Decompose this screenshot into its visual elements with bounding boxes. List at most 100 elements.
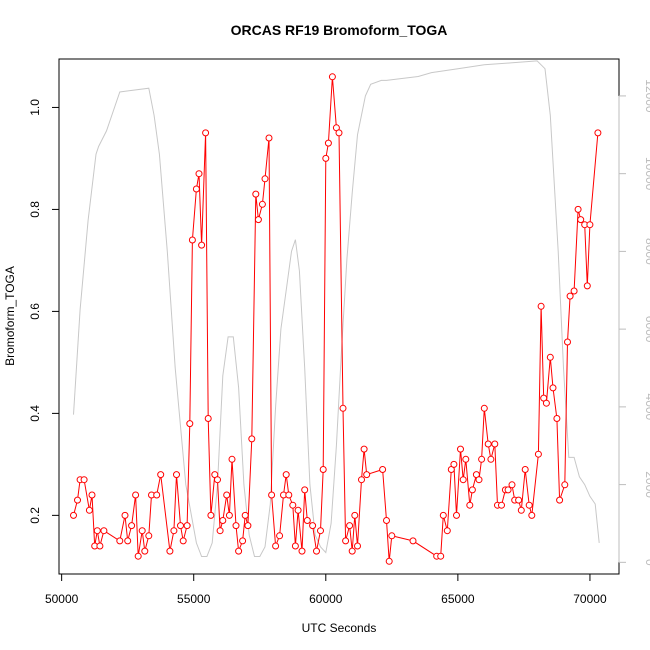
bromoform-point <box>383 517 390 524</box>
bromoform-point <box>521 466 529 473</box>
x-tick-label: 55000 <box>177 592 211 606</box>
bromoform-point <box>385 557 393 565</box>
bromoform-point <box>313 547 320 555</box>
bromoform-point <box>317 527 324 535</box>
y2-tick-label: 6000 <box>643 316 650 343</box>
bromoform-point <box>537 302 545 310</box>
x-tick-label: 70000 <box>573 592 607 606</box>
bromoform-point <box>478 455 486 463</box>
y-tick-label: 0.2 <box>28 507 42 524</box>
bromoform-point <box>487 455 495 463</box>
bromoform-point <box>546 353 554 361</box>
bromoform-point <box>232 522 240 530</box>
bromoform-point <box>291 542 299 550</box>
bromoform-point <box>192 185 200 193</box>
bromoform-point <box>186 420 194 428</box>
bromoform-point <box>294 506 302 514</box>
x-tick-label: 60000 <box>309 592 343 606</box>
bromoform-point <box>409 537 417 545</box>
bromoform-point <box>491 440 499 448</box>
bromoform-point <box>468 486 476 494</box>
bromoform-point <box>348 547 356 555</box>
bromoform-point <box>480 404 488 412</box>
bromoform-point <box>457 445 464 453</box>
bromoform-point <box>166 547 174 555</box>
x-tick-label: 65000 <box>441 592 475 606</box>
bromoform-point <box>216 527 224 535</box>
bromoform-point <box>214 476 221 484</box>
bromoform-point <box>145 532 153 540</box>
bromoform-point <box>351 511 359 519</box>
bromoform-point <box>475 476 483 484</box>
bromoform-point <box>202 129 210 137</box>
y-axis-label: Bromoform_TOGA <box>3 266 17 366</box>
x-axis-label: UTC Seconds <box>302 621 377 635</box>
bromoform-point <box>498 501 505 509</box>
bromoform-point <box>298 547 306 555</box>
bromoform-point <box>88 491 96 499</box>
bromoform-point <box>183 522 191 530</box>
bromoform-point <box>128 522 136 530</box>
bromoform-point <box>272 542 280 550</box>
y2-tick-label: 2000 <box>643 471 650 498</box>
bromoform-point <box>363 471 371 479</box>
bromoform-point <box>360 445 368 453</box>
bromoform-point <box>239 537 247 545</box>
x-tick-label: 50000 <box>45 592 79 606</box>
y-tick-label: 0.4 <box>28 405 42 422</box>
y2-tick-label: 10000 <box>643 157 650 191</box>
bromoform-point <box>542 399 550 407</box>
bromoform-point <box>74 496 81 504</box>
bromoform-point <box>204 415 212 422</box>
bromoform-point <box>354 542 361 550</box>
y-tick-label: 0.6 <box>28 303 42 320</box>
bromoform-point <box>188 236 196 244</box>
bromoform-point <box>564 338 571 346</box>
bromoform-point <box>244 522 252 530</box>
y2-tick-label: 8000 <box>643 238 650 265</box>
bromoform-point <box>70 511 77 519</box>
bromoform-point <box>466 501 474 509</box>
bromoform-point <box>225 511 233 519</box>
bromoform-point <box>93 527 101 535</box>
bromoform-point <box>228 455 236 463</box>
bromoform-point <box>324 139 332 147</box>
bromoform-point <box>261 175 269 183</box>
bromoform-point <box>207 511 215 519</box>
bromoform-point <box>132 491 140 499</box>
bromoform-point <box>484 440 492 448</box>
bromoform-point <box>577 216 585 224</box>
bromoform-point <box>121 511 129 519</box>
bromoform-point <box>80 476 88 484</box>
bromoform-point <box>258 200 266 208</box>
bromoform-point <box>549 384 557 392</box>
bromoform-point <box>594 129 602 137</box>
y2-tick-label: 0 <box>643 559 650 566</box>
bromoform-point <box>459 476 467 484</box>
bromoform-point <box>141 547 149 555</box>
bromoform-point <box>177 522 184 530</box>
bromoform-point <box>116 537 124 545</box>
bromoform-point <box>223 491 231 499</box>
bromoform-point <box>252 190 260 198</box>
bromoform-point <box>574 205 582 213</box>
bromoform-point <box>346 522 354 530</box>
bromoform-point <box>517 506 525 514</box>
bromoform-point <box>388 532 396 540</box>
bromoform-point <box>515 496 523 504</box>
bromoform-point <box>570 287 578 295</box>
bromoform-point <box>534 450 542 458</box>
bromoform-point <box>322 154 330 162</box>
bromoform-point <box>241 511 249 519</box>
chart-title: ORCAS RF19 Bromoform_TOGA <box>231 22 448 38</box>
right-axis: 0 2000 4000 6000 8000 10000 12000 <box>618 79 650 566</box>
bromoform-point <box>235 547 243 555</box>
bromoform-point <box>134 552 142 560</box>
bromoform-point <box>170 527 178 535</box>
bromoform-point <box>439 511 447 519</box>
bromoform-point <box>443 527 451 535</box>
bromoform-point <box>437 552 445 560</box>
series-layer <box>70 60 602 565</box>
bromoform-point <box>219 517 227 524</box>
